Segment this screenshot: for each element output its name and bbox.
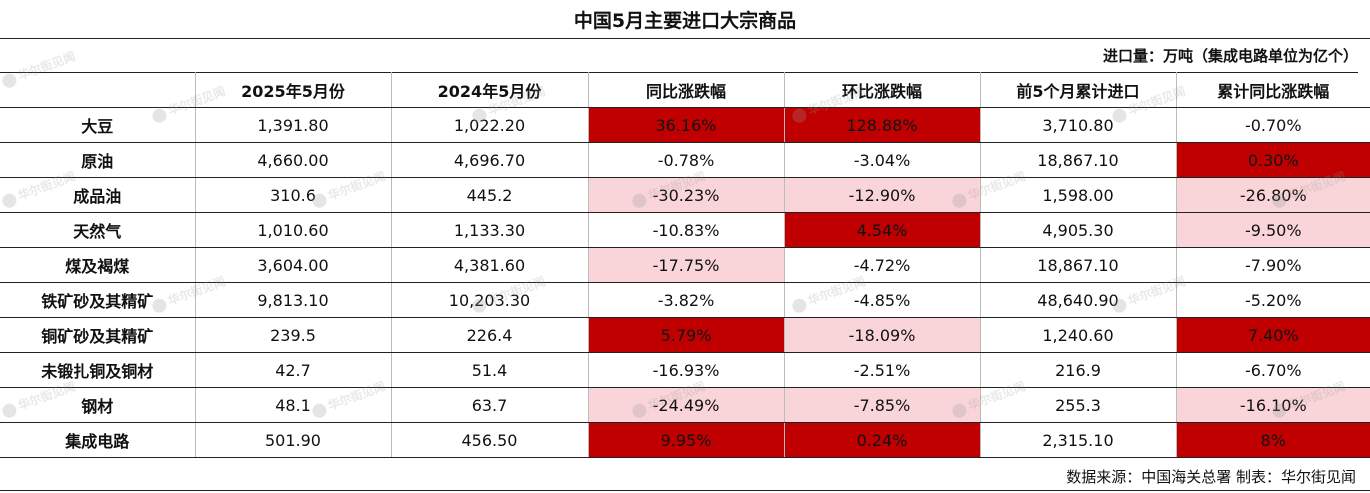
table-cell: -5.20% [1176, 282, 1370, 318]
table-cell: 5.79% [588, 317, 785, 353]
table-cell: 445.2 [391, 177, 589, 213]
table-cell: 1,010.60 [195, 212, 392, 248]
table-row: 大豆 1,391.80 1,022.20 36.16% 128.88% 3,710.80-… [0, 107, 1370, 143]
header-cell-ytd-yoy: 累计同比涨跌幅 [1176, 72, 1370, 108]
table-cell: 239.5 [195, 317, 392, 353]
table-cell: 48.1 [195, 387, 392, 423]
header-cell-ytd-total: 前5个月累计进口 [980, 72, 1177, 108]
table-cell: 51.4 [391, 352, 589, 388]
row-label: 大豆 [0, 107, 196, 143]
table-row: 铁矿砂及其精矿 9,813.10 10,203.30 -3.82% -4.85% 48,6… [0, 282, 1370, 318]
row-label: 原油 [0, 142, 196, 178]
table-cell: 1,133.30 [391, 212, 589, 248]
row-label: 未锻扎铜及铜材 [0, 352, 196, 388]
commodity-table: 2025年5月份 2024年5月份 同比涨跌幅 环比涨跌幅 前5个月累计进口 累… [0, 72, 1370, 458]
table-cell: -26.80% [1176, 177, 1370, 213]
table-cell: 1,391.80 [195, 107, 392, 143]
bottom-rule [0, 490, 1370, 491]
table-cell: -7.85% [784, 387, 981, 423]
row-label: 天然气 [0, 212, 196, 248]
table-row: 天然气 1,010.60 1,133.30 -10.83% 4.54% 4,905.30-… [0, 212, 1370, 248]
table-cell: 7.40% [1176, 317, 1370, 353]
table-row: 未锻扎铜及铜材 42.7 51.4 -16.93% -2.51% 216.9 -6.70% [0, 352, 1370, 388]
table-cell: 9,813.10 [195, 282, 392, 318]
table-row: 钢材 48.1 63.7 -24.49% -7.85% 255.3 -16.10% [0, 387, 1370, 423]
row-label: 铜矿砂及其精矿 [0, 317, 196, 353]
table-cell: 18,867.10 [980, 142, 1177, 178]
table-cell: 128.88% [784, 107, 981, 143]
table-row: 煤及褐煤 3,604.00 4,381.60 -17.75% -4.72% 18,867.… [0, 247, 1370, 283]
unit-note: 进口量：万吨（集成电路单位为亿个） [0, 38, 1358, 73]
table-cell: -17.75% [588, 247, 785, 283]
row-label: 煤及褐煤 [0, 247, 196, 283]
header-cell-may-2025: 2025年5月份 [195, 72, 392, 108]
table-cell: 4.54% [784, 212, 981, 248]
table-cell: 1,598.00 [980, 177, 1177, 213]
table-cell: 4,660.00 [195, 142, 392, 178]
row-label: 成品油 [0, 177, 196, 213]
table-cell: 0.30% [1176, 142, 1370, 178]
table-row: 成品油 310.6 445.2 -30.23% -12.90% 1,598.00 -26.8… [0, 177, 1370, 213]
table-cell: -3.82% [588, 282, 785, 318]
table-cell: 3,604.00 [195, 247, 392, 283]
table-cell: -4.72% [784, 247, 981, 283]
row-label: 集成电路 [0, 422, 196, 458]
table-cell: 255.3 [980, 387, 1177, 423]
table-cell: 42.7 [195, 352, 392, 388]
table-cell: -12.90% [784, 177, 981, 213]
row-label: 铁矿砂及其精矿 [0, 282, 196, 318]
table-cell: 501.90 [195, 422, 392, 458]
source-note: 数据来源：中国海关总署 制表：华尔街见闻 [1066, 467, 1356, 486]
table-cell: -18.09% [784, 317, 981, 353]
table-cell: -3.04% [784, 142, 981, 178]
table-cell: 456.50 [391, 422, 589, 458]
table-cell: 226.4 [391, 317, 589, 353]
table-cell: -9.50% [1176, 212, 1370, 248]
table-cell: -24.49% [588, 387, 785, 423]
table-cell: -0.78% [588, 142, 785, 178]
table-cell: 310.6 [195, 177, 392, 213]
table-cell: -7.90% [1176, 247, 1370, 283]
table-cell: -0.70% [1176, 107, 1370, 143]
table-cell: 4,381.60 [391, 247, 589, 283]
table-cell: 10,203.30 [391, 282, 589, 318]
header-row: 2025年5月份 2024年5月份 同比涨跌幅 环比涨跌幅 前5个月累计进口 累… [0, 72, 1370, 108]
table-cell: 1,240.60 [980, 317, 1177, 353]
page-title: 中国5月主要进口大宗商品 [0, 0, 1370, 39]
row-label: 钢材 [0, 387, 196, 423]
header-cell-blank [0, 72, 196, 108]
table-cell: 4,696.70 [391, 142, 589, 178]
table-cell: -16.10% [1176, 387, 1370, 423]
table-cell: -6.70% [1176, 352, 1370, 388]
table-row: 集成电路 501.90 456.50 9.95% 0.24% 2,315.10 8% [0, 422, 1370, 458]
table-cell: -10.83% [588, 212, 785, 248]
table-cell: 63.7 [391, 387, 589, 423]
table-cell: -30.23% [588, 177, 785, 213]
table-row: 铜矿砂及其精矿 239.5 226.4 5.79% -18.09% 1,240.60 7.4… [0, 317, 1370, 353]
header-cell-mom: 环比涨跌幅 [784, 72, 981, 108]
table-cell: 18,867.10 [980, 247, 1177, 283]
table-cell: -16.93% [588, 352, 785, 388]
table-cell: 48,640.90 [980, 282, 1177, 318]
table-cell: -2.51% [784, 352, 981, 388]
header-cell-may-2024: 2024年5月份 [391, 72, 589, 108]
table-cell: 216.9 [980, 352, 1177, 388]
table-cell: -4.85% [784, 282, 981, 318]
table-cell: 0.24% [784, 422, 981, 458]
table-row: 原油 4,660.00 4,696.70 -0.78% -3.04% 18,867.10 0… [0, 142, 1370, 178]
table-cell: 2,315.10 [980, 422, 1177, 458]
table-cell: 1,022.20 [391, 107, 589, 143]
table-cell: 8% [1176, 422, 1370, 458]
table-cell: 9.95% [588, 422, 785, 458]
table-cell: 36.16% [588, 107, 785, 143]
header-cell-yoy: 同比涨跌幅 [588, 72, 785, 108]
table-cell: 4,905.30 [980, 212, 1177, 248]
table-cell: 3,710.80 [980, 107, 1177, 143]
